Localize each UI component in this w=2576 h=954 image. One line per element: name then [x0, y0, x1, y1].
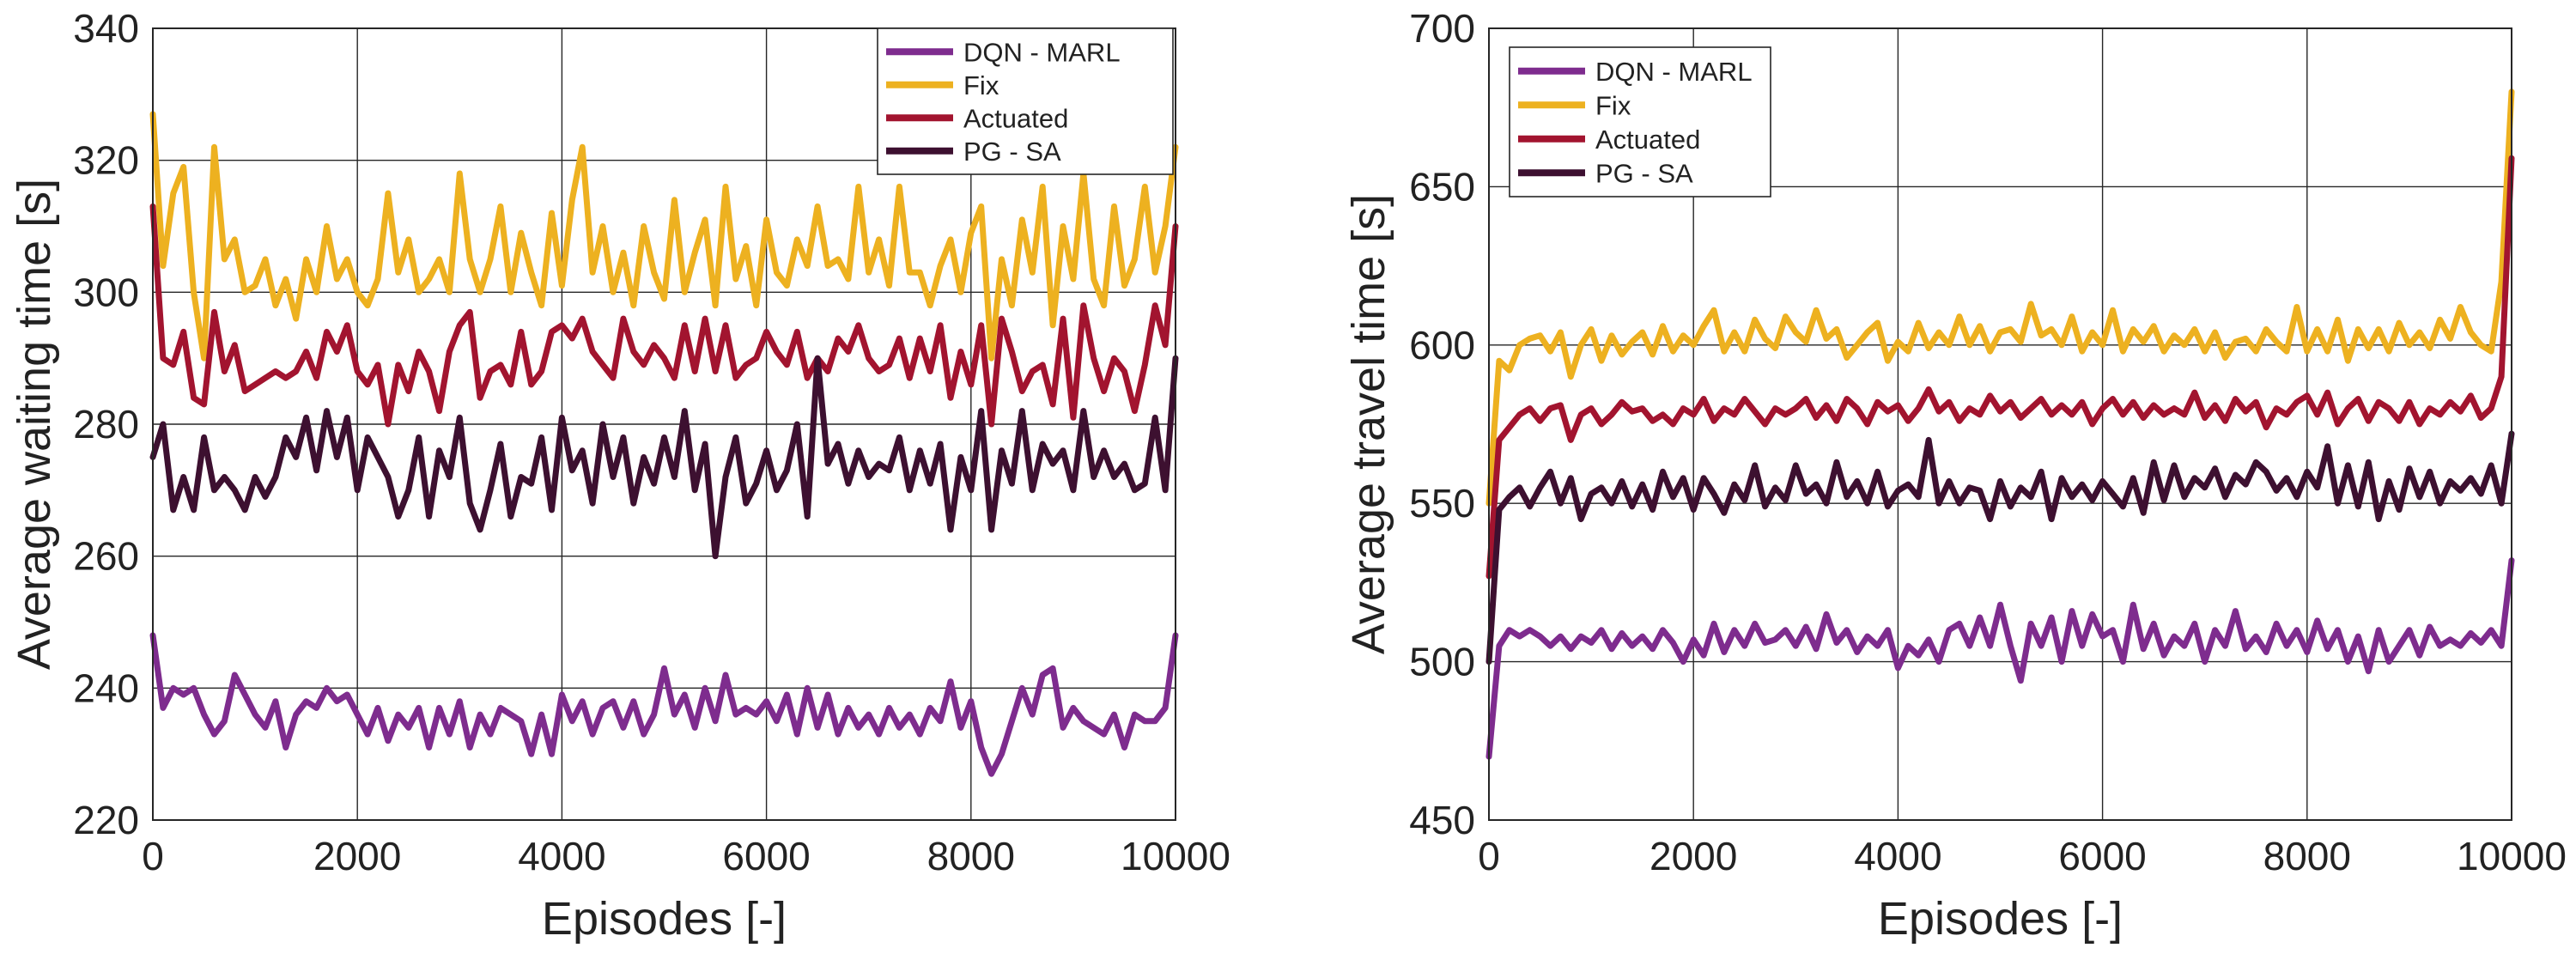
legend-label: PG - SA [1595, 158, 1693, 188]
legend-label: DQN - MARL [1595, 57, 1753, 87]
x-axis-label: Episodes [-] [1878, 893, 2123, 945]
series-line-pg-sa [1485, 430, 2515, 665]
y-tick-label: 260 [73, 534, 139, 579]
y-tick-label: 550 [1409, 481, 1475, 526]
legend-label: Fix [963, 70, 999, 100]
legend-label: Fix [1595, 90, 1631, 120]
x-tick-label: 6000 [722, 834, 810, 878]
series-line-dqn-marl [1485, 557, 2515, 760]
y-tick-label: 340 [73, 6, 139, 51]
legend-label: Actuated [1595, 125, 1700, 155]
legend-label: Actuated [963, 103, 1068, 133]
chart-waiting-time: 0 2000 4000 6000 8000 10000 220 240 260 280 300 320… [9, 6, 1230, 945]
y-tick-label: 240 [73, 665, 139, 710]
x-tick-label: 8000 [927, 834, 1015, 878]
x-tick-label: 8000 [2263, 834, 2351, 878]
x-tick-label: 0 [1478, 834, 1500, 878]
y-axis-label: Average waiting time [s] [9, 179, 60, 670]
y-tick-label: 450 [1409, 798, 1475, 842]
series-line-fix [1485, 88, 2515, 507]
series-line-fix [149, 111, 1179, 362]
y-tick-label: 700 [1409, 6, 1475, 51]
x-tick-label: 2000 [1649, 834, 1737, 878]
x-tick-label: 6000 [2058, 834, 2146, 878]
series-line-actuated [149, 203, 1179, 428]
y-tick-label: 320 [73, 138, 139, 183]
series-line-actuated [1485, 155, 2515, 580]
y-axis-label: Average travel time [s] [1343, 194, 1394, 654]
y-tick-label: 500 [1409, 640, 1475, 684]
x-tick-label: 2000 [313, 834, 401, 878]
x-tick-label: 4000 [518, 834, 605, 878]
series-line-dqn-marl [149, 632, 1179, 777]
y-tick-label: 600 [1409, 323, 1475, 368]
x-tick-label: 10000 [1121, 834, 1230, 878]
series-line-pg-sa [149, 355, 1179, 560]
chart-travel-time: 0 2000 4000 6000 8000 10000 450 500 550 600 650 700… [1343, 6, 2567, 945]
legend-label: DQN - MARL [963, 37, 1121, 67]
y-tick-label: 280 [73, 402, 139, 447]
y-tick-label: 300 [73, 270, 139, 314]
axes-frame [152, 27, 1176, 821]
x-axis-label: Episodes [-] [542, 893, 787, 945]
x-tick-label: 0 [142, 834, 164, 878]
x-tick-label: 4000 [1854, 834, 1941, 878]
y-tick-label: 220 [73, 798, 139, 842]
x-tick-label: 10000 [2457, 834, 2567, 878]
y-tick-label: 650 [1409, 164, 1475, 209]
legend-label: PG - SA [963, 137, 1061, 167]
axes-frame [1488, 27, 2512, 821]
